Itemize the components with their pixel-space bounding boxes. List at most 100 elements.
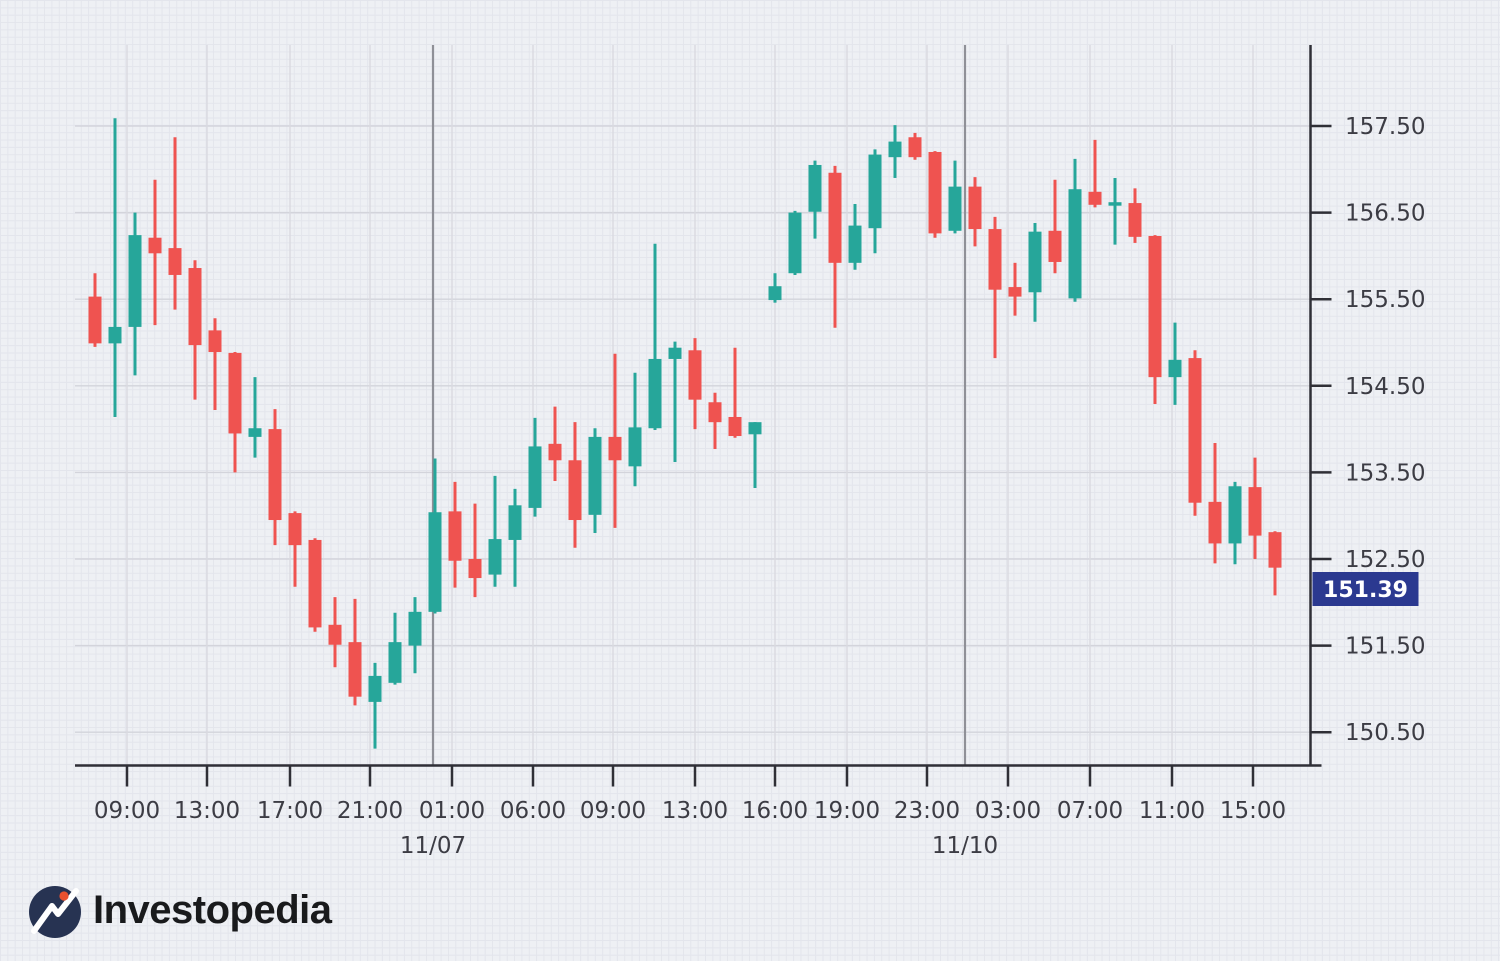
candle <box>888 125 902 178</box>
x-axis-label: 09:00 <box>580 798 646 824</box>
candle <box>348 598 362 706</box>
candle <box>328 597 342 668</box>
candle <box>368 662 382 749</box>
last-price-badge-bg <box>1312 572 1419 606</box>
x-axis-label: 01:00 <box>419 798 485 824</box>
candle <box>628 372 642 487</box>
candle <box>608 353 622 528</box>
y-axis-label: 156.50 <box>1345 201 1425 227</box>
candle <box>928 151 942 238</box>
candle-body <box>648 358 662 429</box>
candle <box>1148 235 1162 404</box>
candle <box>648 243 662 430</box>
candle-body <box>1248 487 1262 536</box>
candle <box>508 488 522 587</box>
candle-body <box>248 428 262 437</box>
candle-body <box>1148 235 1162 378</box>
candle <box>568 422 582 548</box>
candle-body <box>1068 189 1082 299</box>
candle <box>828 165 842 328</box>
candle-body <box>548 443 562 461</box>
candle-body <box>668 347 682 359</box>
candle-body <box>1048 230 1062 262</box>
x-axis-label: 13:00 <box>174 798 240 824</box>
candle <box>1228 481 1242 565</box>
candle <box>1188 350 1202 516</box>
x-axis-label: 23:00 <box>894 798 960 824</box>
candle <box>268 409 282 546</box>
candle-body <box>868 154 882 229</box>
y-axis-label: 154.50 <box>1345 374 1425 400</box>
candle-body <box>508 505 522 540</box>
candle-body <box>828 172 842 263</box>
candle-body <box>328 624 342 645</box>
x-axis-label: 11:00 <box>1139 798 1205 824</box>
candle-body <box>708 402 722 423</box>
date-label: 11/10 <box>932 833 998 859</box>
y-axis-label: 152.50 <box>1345 547 1425 573</box>
candle-body <box>1088 191 1102 205</box>
candle <box>108 118 122 417</box>
candle-body <box>428 512 442 612</box>
candle-body <box>988 229 1002 290</box>
candle-body <box>148 237 162 254</box>
x-axis-label: 19:00 <box>814 798 880 824</box>
candle <box>248 377 262 458</box>
candle <box>1088 139 1102 208</box>
candle-body <box>968 186 982 230</box>
candle-body <box>848 225 862 263</box>
candle-body <box>368 675 382 702</box>
candle <box>708 392 722 450</box>
candle <box>428 458 442 614</box>
x-axis-label: 21:00 <box>337 798 403 824</box>
candle-body <box>208 330 222 353</box>
candle <box>588 428 602 534</box>
candle <box>1268 531 1282 596</box>
candle-body <box>588 436 602 515</box>
candle-body <box>1008 287 1022 297</box>
candle-body <box>608 436 622 461</box>
x-axis-label: 17:00 <box>257 798 323 824</box>
investopedia-wordmark: Investopedia <box>93 888 332 932</box>
investopedia-logo-icon <box>29 886 81 938</box>
candle <box>788 210 802 275</box>
logo-orange-dot <box>59 891 69 901</box>
candle-body <box>1108 202 1122 206</box>
candle-body <box>1128 203 1142 237</box>
x-axis-label: 13:00 <box>662 798 728 824</box>
candle <box>848 203 862 270</box>
investopedia-logo: Investopedia <box>27 884 332 940</box>
candle <box>768 273 782 303</box>
candle-body <box>488 539 502 575</box>
candle-body <box>888 141 902 158</box>
candle-body <box>108 326 122 344</box>
candle-body <box>268 429 282 521</box>
x-axis-label: 15:00 <box>1220 798 1286 824</box>
candle-body <box>1228 486 1242 544</box>
candle-body <box>128 235 142 327</box>
candle-body <box>568 460 582 521</box>
x-axis-label: 07:00 <box>1057 798 1123 824</box>
candle <box>388 612 402 685</box>
candle-body <box>1028 231 1042 293</box>
candle <box>488 475 502 587</box>
candle <box>668 341 682 463</box>
y-axis-label: 157.50 <box>1345 114 1425 140</box>
date-label: 11/07 <box>400 833 466 859</box>
candle-body <box>728 416 742 437</box>
candle <box>188 260 202 400</box>
last-price-badge-value: 151.39 <box>1323 578 1408 603</box>
candle <box>1168 322 1182 405</box>
candle-body <box>628 427 642 467</box>
candle <box>1108 177 1122 245</box>
candle <box>148 179 162 326</box>
candle-body <box>308 539 322 628</box>
candle <box>748 422 762 488</box>
candle <box>988 216 1002 359</box>
candle-body <box>948 186 962 231</box>
candle <box>868 149 882 254</box>
y-axis-label: 151.50 <box>1345 634 1425 660</box>
candle <box>1068 158 1082 302</box>
